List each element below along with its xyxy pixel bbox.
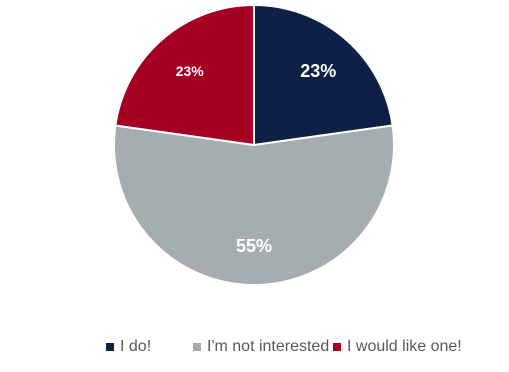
pie-plot-area: 23% 55% 23% xyxy=(113,3,395,286)
legend-item-not-interested: I'm not interested xyxy=(193,338,329,356)
data-label-would-like-one: 23% xyxy=(176,63,205,79)
legend-item-i-do: I do! xyxy=(106,338,151,356)
pie-data-labels: 23% 55% 23% xyxy=(176,61,337,256)
legend-swatch xyxy=(193,343,201,351)
legend-label: I do! xyxy=(120,338,152,355)
pie-slice-would-like-one xyxy=(114,3,255,147)
legend-label: I'm not interested xyxy=(207,338,330,355)
data-label-not-interested: 55% xyxy=(236,236,272,256)
data-label-i-do: 23% xyxy=(300,61,336,81)
legend-item-would-like-one: I would like one! xyxy=(333,338,462,356)
legend-swatch xyxy=(106,343,114,351)
pie-slice-not-interested xyxy=(113,124,395,286)
legend-swatch xyxy=(333,343,341,351)
legend: I do! I'm not interested I would like on… xyxy=(0,338,509,366)
legend-label: I would like one! xyxy=(347,338,462,355)
pie-slice-i-do xyxy=(253,3,394,147)
pie-slices xyxy=(113,3,395,286)
